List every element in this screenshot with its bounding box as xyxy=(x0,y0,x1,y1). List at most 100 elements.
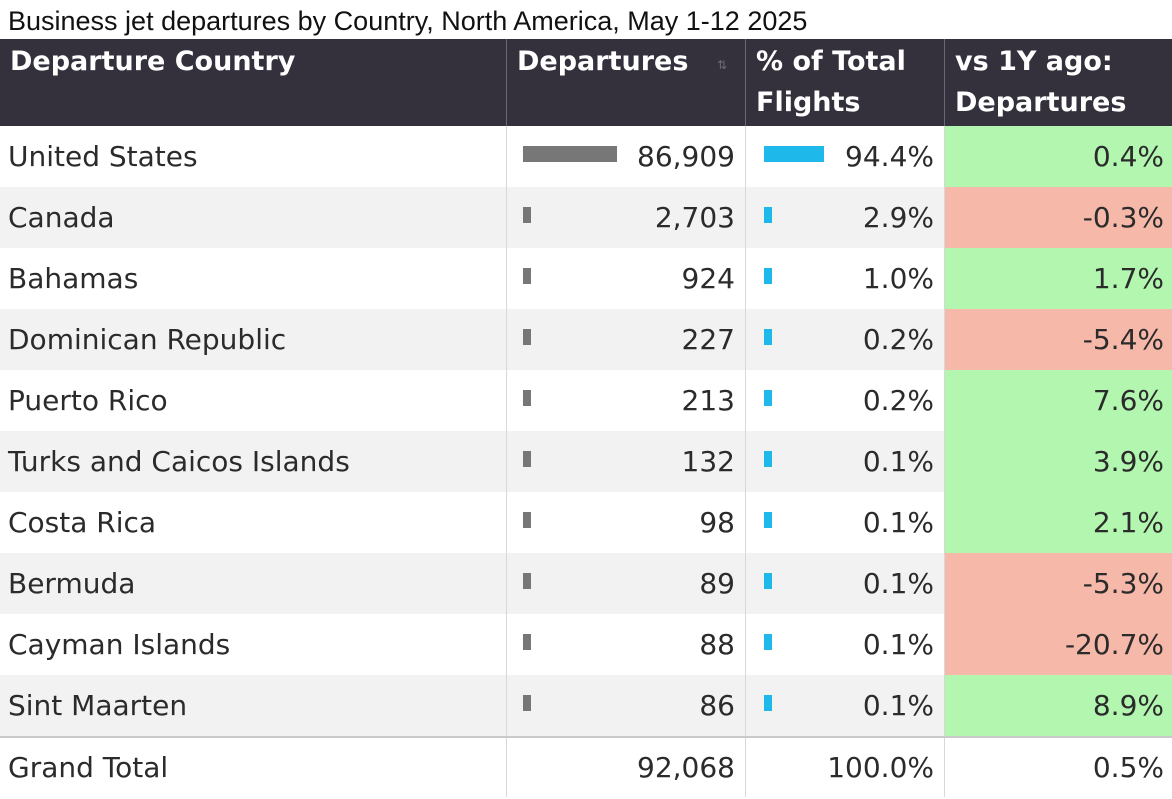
pct-cell: 0.2% xyxy=(746,309,945,370)
yoy-change: 2.1% xyxy=(945,492,1172,553)
table-row: Sint Maarten 86 0.1% 8.9% xyxy=(0,675,1172,736)
total-yoy: 0.5% xyxy=(1092,751,1164,784)
header-pct-line1: % of Total xyxy=(756,46,906,77)
pct-value: 1.0% xyxy=(862,262,934,295)
header-departures[interactable]: Departures ⇅ xyxy=(507,39,746,126)
yoy-change: 8.9% xyxy=(945,675,1172,736)
pct-cell: 0.1% xyxy=(746,492,945,553)
departures-bar xyxy=(523,634,531,650)
departures-cell: 213 xyxy=(507,370,746,431)
pct-value: 0.1% xyxy=(862,445,934,478)
pct-cell: 0.1% xyxy=(746,431,945,492)
header-departures-label: Departures xyxy=(517,46,689,77)
table-row: Bahamas 924 1.0% 1.7% xyxy=(0,248,1172,309)
pct-value: 0.1% xyxy=(862,506,934,539)
yoy-change: 1.7% xyxy=(945,248,1172,309)
chart-title: Business jet departures by Country, Nort… xyxy=(8,6,808,36)
pct-cell: 0.1% xyxy=(746,675,945,736)
sort-descending-icon[interactable]: ⇅ xyxy=(716,58,727,72)
departures-cell: 89 xyxy=(507,553,746,614)
departures-cell: 132 xyxy=(507,431,746,492)
departures-value: 2,703 xyxy=(654,201,735,234)
total-pct: 100.0% xyxy=(827,751,934,784)
departures-bar xyxy=(523,268,531,284)
table-row: Dominican Republic 227 0.2% -5.4% xyxy=(0,309,1172,370)
yoy-change: -0.3% xyxy=(945,187,1172,248)
departures-bar xyxy=(523,695,531,711)
header-pct-line2: Flights xyxy=(756,87,861,118)
table-row: Canada 2,703 2.9% -0.3% xyxy=(0,187,1172,248)
yoy-change: -5.3% xyxy=(945,553,1172,614)
table-row: Cayman Islands 88 0.1% -20.7% xyxy=(0,614,1172,675)
departures-bar xyxy=(523,573,531,589)
departures-cell: 98 xyxy=(507,492,746,553)
departures-value: 88 xyxy=(699,628,735,661)
yoy-change: -5.4% xyxy=(945,309,1172,370)
departures-value: 213 xyxy=(681,384,735,417)
country-cell: Sint Maarten xyxy=(0,675,507,736)
pct-cell: 0.2% xyxy=(746,370,945,431)
pct-cell: 0.1% xyxy=(746,553,945,614)
header-country[interactable]: Departure Country xyxy=(0,39,507,126)
country-cell: Turks and Caicos Islands xyxy=(0,431,507,492)
pct-value: 0.1% xyxy=(862,689,934,722)
country-cell: Canada xyxy=(0,187,507,248)
header-pct[interactable]: % of Total Flights xyxy=(746,39,945,126)
total-pct-cell: 100.0% xyxy=(746,738,945,797)
pct-bar xyxy=(764,573,772,589)
table-row: Costa Rica 98 0.1% 2.1% xyxy=(0,492,1172,553)
country-cell: Bermuda xyxy=(0,553,507,614)
departures-table: Departure Country Departures ⇅ % of Tota… xyxy=(0,39,1172,797)
grand-total-row: Grand Total 92,068 100.0% 0.5% xyxy=(0,736,1172,799)
total-label: Grand Total xyxy=(0,738,507,797)
departures-bar xyxy=(523,207,531,223)
country-cell: Dominican Republic xyxy=(0,309,507,370)
pct-bar xyxy=(764,634,772,650)
pct-value: 0.1% xyxy=(862,567,934,600)
country-cell: Costa Rica xyxy=(0,492,507,553)
pct-bar xyxy=(764,146,824,162)
departures-bar xyxy=(523,329,531,345)
table-header: Departure Country Departures ⇅ % of Tota… xyxy=(0,39,1172,126)
pct-bar xyxy=(764,268,772,284)
departures-cell: 924 xyxy=(507,248,746,309)
departures-cell: 2,703 xyxy=(507,187,746,248)
pct-bar xyxy=(764,329,772,345)
departures-bar xyxy=(523,512,531,528)
departures-cell: 86 xyxy=(507,675,746,736)
departures-value: 86 xyxy=(699,689,735,722)
pct-cell: 94.4% xyxy=(746,126,945,187)
header-yoy-line1: vs 1Y ago: xyxy=(955,46,1113,77)
header-yoy[interactable]: vs 1Y ago: Departures xyxy=(945,39,1172,126)
pct-value: 2.9% xyxy=(862,201,934,234)
pct-value: 94.4% xyxy=(845,140,934,173)
header-country-label: Departure Country xyxy=(10,46,296,77)
header-yoy-line2: Departures xyxy=(955,87,1127,118)
departures-cell: 88 xyxy=(507,614,746,675)
pct-value: 0.2% xyxy=(862,384,934,417)
table-row: United States 86,909 94.4% 0.4% xyxy=(0,126,1172,187)
departures-value: 89 xyxy=(699,567,735,600)
pct-bar xyxy=(764,695,772,711)
pct-bar xyxy=(764,207,772,223)
departures-cell: 227 xyxy=(507,309,746,370)
pct-value: 0.1% xyxy=(862,628,934,661)
pct-bar xyxy=(764,390,772,406)
departures-value: 132 xyxy=(681,445,735,478)
departures-bar xyxy=(523,390,531,406)
departures-bar xyxy=(523,451,531,467)
pct-cell: 2.9% xyxy=(746,187,945,248)
total-departures: 92,068 xyxy=(637,751,735,784)
table-row: Turks and Caicos Islands 132 0.1% 3.9% xyxy=(0,431,1172,492)
country-cell: United States xyxy=(0,126,507,187)
yoy-change: 3.9% xyxy=(945,431,1172,492)
yoy-change: -20.7% xyxy=(945,614,1172,675)
yoy-change: 0.4% xyxy=(945,126,1172,187)
pct-bar xyxy=(764,451,772,467)
departures-value: 86,909 xyxy=(637,140,735,173)
pct-bar xyxy=(764,512,772,528)
pct-cell: 0.1% xyxy=(746,614,945,675)
table-row: Puerto Rico 213 0.2% 7.6% xyxy=(0,370,1172,431)
pct-cell: 1.0% xyxy=(746,248,945,309)
departures-bar xyxy=(523,146,617,162)
